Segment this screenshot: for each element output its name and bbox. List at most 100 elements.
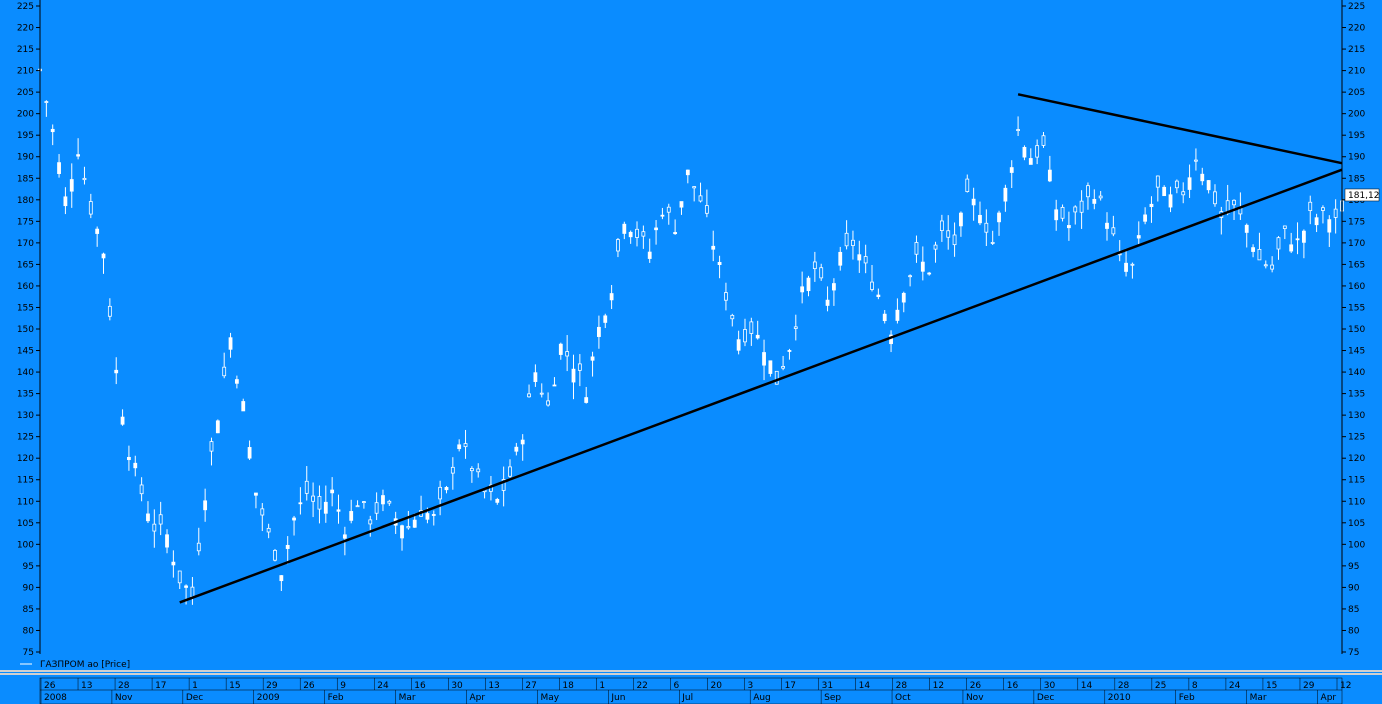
trendlines-layer	[179, 93, 1343, 604]
candle-body	[901, 292, 906, 303]
candle-body	[952, 234, 957, 246]
candle-body	[323, 501, 328, 514]
candle-body	[514, 446, 519, 452]
candle-body	[1149, 203, 1154, 208]
y-tick-label: 145	[17, 347, 34, 357]
candle-body	[565, 351, 570, 357]
candle-body	[895, 309, 900, 321]
day-tick-label: 17	[155, 681, 166, 691]
candle-body	[1206, 180, 1211, 191]
candle-body	[196, 542, 201, 552]
candle-body	[673, 232, 678, 235]
candle-body	[1314, 217, 1319, 226]
candle-body	[1092, 198, 1097, 204]
month-tick-label: Jun	[610, 693, 625, 703]
time-axis-divider	[0, 673, 1382, 675]
candle-body	[558, 343, 563, 355]
legend-label: ГАЗПРОМ ао [Price]	[40, 660, 130, 670]
month-tick-label: Dec	[186, 693, 203, 703]
y-tick-label-right: 145	[1348, 347, 1365, 357]
candle-body	[616, 239, 620, 252]
candle-body	[959, 212, 963, 227]
y-tick-label-right: 200	[1348, 110, 1365, 120]
candle-body	[368, 519, 373, 525]
day-tick-label: 20	[711, 681, 723, 691]
candle-body	[876, 294, 881, 298]
candle-body	[749, 321, 754, 334]
candle-body	[336, 509, 341, 512]
candle-body	[209, 441, 214, 452]
candle-body	[222, 366, 227, 377]
y-tick-label: 165	[17, 260, 34, 270]
candle-body	[997, 212, 1001, 223]
candle-body	[234, 379, 239, 384]
candle-body	[1079, 200, 1084, 213]
day-tick-label: 22	[636, 681, 647, 691]
y-tick-label: 100	[17, 540, 34, 550]
y-tick-label: 140	[17, 368, 34, 378]
candle-body	[755, 334, 760, 339]
y-tick-label-right: 175	[1348, 217, 1365, 227]
candle-body	[577, 363, 582, 371]
y-tick-label-right: 220	[1348, 24, 1365, 34]
last-price-box	[1344, 188, 1380, 202]
y-tick-label: 85	[23, 605, 34, 615]
candle-body	[1174, 180, 1179, 189]
month-tick-label: Mar	[399, 693, 416, 703]
candle-body	[1162, 186, 1167, 197]
candle-body	[101, 253, 106, 259]
y-tick-label-right: 105	[1348, 519, 1365, 529]
candle-body	[730, 314, 735, 320]
candle-body	[679, 201, 684, 208]
y-tick-label: 200	[17, 110, 34, 120]
day-tick-label: 30	[1044, 681, 1056, 691]
candle-body	[1028, 158, 1033, 165]
y-tick-label: 180	[17, 196, 34, 206]
day-tick-label: 13	[81, 681, 92, 691]
candle-body	[387, 500, 392, 504]
trendline	[1017, 93, 1343, 165]
day-tick-label: 29	[1303, 681, 1315, 691]
day-tick-label: 14	[859, 681, 871, 691]
month-tick-label: Sep	[824, 693, 841, 703]
y-tick-label-right: 170	[1348, 239, 1365, 249]
candle-body	[241, 401, 246, 412]
y-tick-label: 195	[17, 131, 34, 141]
candle-body	[1194, 159, 1198, 162]
month-tick-label: 2009	[257, 693, 280, 703]
candle-body	[1041, 135, 1046, 146]
y-tick-label-right: 140	[1348, 368, 1365, 378]
candle-body	[57, 162, 61, 174]
candle-body	[546, 400, 550, 406]
candle-body	[50, 128, 55, 133]
y-tick-label-right: 160	[1348, 282, 1365, 292]
candle-body	[704, 205, 709, 214]
candle-body	[184, 585, 188, 588]
candle-body	[882, 313, 887, 322]
candle-body	[266, 527, 271, 533]
candle-body	[1143, 214, 1148, 222]
candle-body	[1047, 169, 1052, 182]
y-tick-label: 185	[17, 174, 34, 184]
candle-body	[838, 251, 843, 266]
month-tick-label: 2008	[44, 693, 67, 703]
month-tick-label: Apr	[470, 693, 486, 703]
candle-body	[774, 370, 779, 385]
day-tick-label: 17	[785, 681, 796, 691]
candle-body	[508, 466, 512, 477]
day-tick-label: 1	[599, 681, 605, 691]
y-tick-label: 170	[17, 239, 34, 249]
day-tick-label: 12	[933, 681, 944, 691]
candle-body	[95, 228, 100, 234]
candles-layer	[38, 67, 1344, 605]
candle-body	[622, 223, 627, 234]
y-tick-label: 105	[17, 519, 34, 529]
candle-body	[806, 277, 811, 292]
candle-body	[412, 519, 417, 528]
day-tick-label: 16	[1007, 681, 1019, 691]
day-tick-label: 15	[229, 681, 240, 691]
candle-body	[870, 281, 874, 290]
left-axis: 75 80 85 90 95 100 105 110 115 120 125 130 135 140 145…	[17, 0, 41, 658]
candle-body	[158, 514, 163, 525]
y-tick-label-right: 95	[1348, 562, 1359, 572]
